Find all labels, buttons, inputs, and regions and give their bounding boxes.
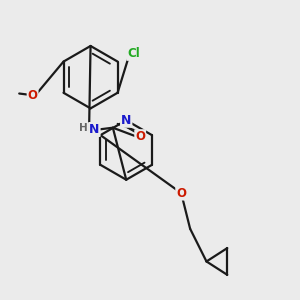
Text: Cl: Cl <box>127 47 140 60</box>
Text: N: N <box>121 114 131 127</box>
Text: O: O <box>28 88 38 101</box>
Text: O: O <box>135 130 145 143</box>
Text: O: O <box>176 187 186 200</box>
Text: H: H <box>79 123 88 133</box>
Text: N: N <box>89 123 100 136</box>
